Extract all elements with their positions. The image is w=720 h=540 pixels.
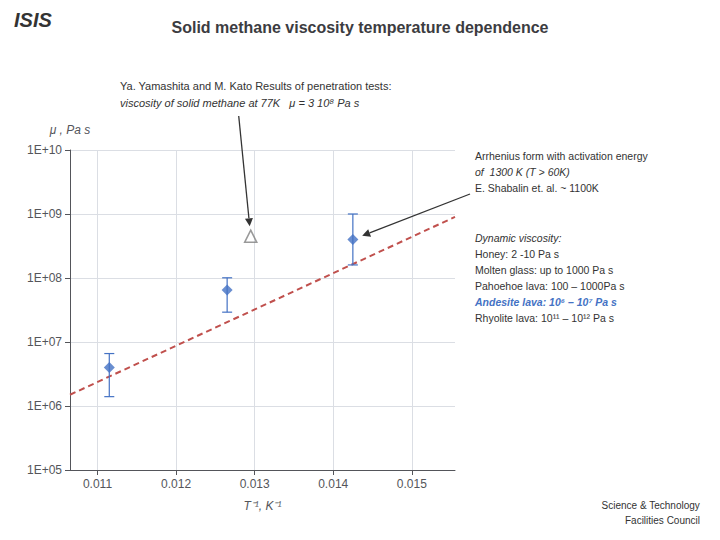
svg-text:1E+06: 1E+06 <box>27 399 62 413</box>
svg-text:1E+10: 1E+10 <box>27 143 62 157</box>
svg-text:Facilities Council: Facilities Council <box>625 515 700 526</box>
svg-text:Rhyolite lava: 10¹¹ – 10¹² Pa: Rhyolite lava: 10¹¹ – 10¹² Pa s <box>475 312 614 324</box>
svg-text:Molten glass: up to 1000 Pa s: Molten glass: up to 1000 Pa s <box>475 264 613 276</box>
svg-text:1E+09: 1E+09 <box>27 207 62 221</box>
svg-text:Ya. Yamashita and M. Kato Resu: Ya. Yamashita and M. Kato Results of pen… <box>120 80 391 92</box>
svg-text:Solid methane viscosity temper: Solid methane viscosity temperature depe… <box>171 19 548 36</box>
svg-text:ISIS: ISIS <box>14 9 52 31</box>
svg-text:1E+08: 1E+08 <box>27 271 62 285</box>
svg-text:0.011: 0.011 <box>83 477 112 491</box>
svg-text:0.015: 0.015 <box>397 477 427 491</box>
svg-text:Honey: 2 -10 Pa s: Honey: 2 -10 Pa s <box>475 248 559 260</box>
svg-text:0.014: 0.014 <box>318 477 348 491</box>
svg-text:viscosity of solid methane at: viscosity of solid methane at 77K μ = 3 … <box>120 97 360 109</box>
svg-text:Science & Technology: Science & Technology <box>602 500 700 511</box>
svg-text:1E+07: 1E+07 <box>27 335 62 349</box>
svg-text:Andesite lava: 10⁶ – 10⁷ Pa s: Andesite lava: 10⁶ – 10⁷ Pa s <box>474 296 617 308</box>
svg-text:Dynamic viscosity:: Dynamic viscosity: <box>475 232 561 244</box>
svg-text:0.012: 0.012 <box>161 477 191 491</box>
svg-text:Arrhenius form with activation: Arrhenius form with activation energy <box>475 150 648 162</box>
svg-text:μ , Pa s: μ , Pa s <box>49 123 91 137</box>
svg-text:Pahoehoe lava: 100 – 1000Pa s: Pahoehoe lava: 100 – 1000Pa s <box>475 280 624 292</box>
svg-text:0.013: 0.013 <box>240 477 270 491</box>
svg-text:1E+05: 1E+05 <box>27 463 62 477</box>
svg-text:of 1300 K (T > 60K): of 1300 K (T > 60K) <box>475 166 570 178</box>
svg-text:T⁻¹, K⁻¹: T⁻¹, K⁻¹ <box>244 499 282 513</box>
svg-text:E. Shabalin et. al. ~ 1100K: E. Shabalin et. al. ~ 1100K <box>475 182 599 194</box>
